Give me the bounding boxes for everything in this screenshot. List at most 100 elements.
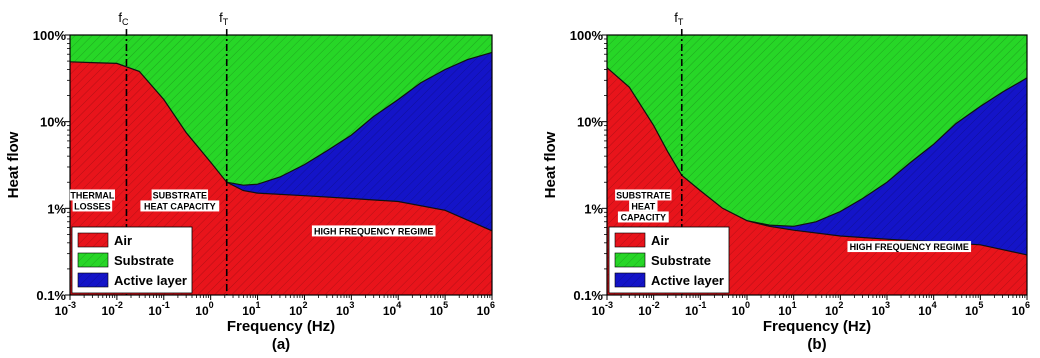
annotation-line: HEAT CAPACITY: [144, 201, 216, 211]
x-tick-base: 10: [778, 304, 792, 318]
annotation-line: SUBSTRATE: [616, 190, 670, 200]
y-tick-label: 100%: [33, 28, 67, 43]
x-tick-base: 10: [685, 304, 699, 318]
annotation-line: SUBSTRATE: [153, 190, 207, 200]
x-tick-base: 10: [592, 304, 606, 318]
marker-base: f: [118, 10, 122, 25]
air-boundary-line: [606, 67, 1028, 256]
x-tick-base: 10: [638, 304, 652, 318]
x-tick-label: 10 -3: [592, 300, 613, 318]
x-tick-exponent: -3: [68, 300, 76, 310]
y-tick-label: 0.1%: [36, 288, 66, 303]
x-tick-base: 10: [55, 304, 69, 318]
x-tick-exponent: 4: [396, 300, 401, 310]
x-tick-exponent: 0: [209, 300, 214, 310]
chart-panel-b: 0.1%1%10%100%10 -3 10 -2 10 -1 10 0 10 1 10 2 10 3 10 4…: [542, 10, 1030, 353]
active-layer-hatch: [226, 52, 492, 231]
region-annotation: HIGH FREQUENCY REGIME: [311, 225, 436, 237]
legend-swatch-hatch: [615, 233, 645, 247]
annotation-line: THERMAL: [70, 190, 114, 200]
x-tick-label: 10 1: [778, 300, 796, 318]
panel-label: (b): [807, 336, 826, 353]
x-tick-base: 10: [732, 304, 746, 318]
x-tick-label: 10 -3: [55, 300, 76, 318]
legend-entry: Active layer: [651, 273, 724, 288]
y-tick-label: 1%: [584, 201, 603, 216]
x-tick-base: 10: [430, 304, 444, 318]
chart-panel-a: 0.1%1%10%100%10 -3 10 -2 10 -1 10 0 10 1 10 2 10 3 10 4…: [5, 10, 495, 353]
annotation-bg: [151, 189, 209, 201]
x-tick-exponent: 1: [256, 300, 261, 310]
legend: Air Substrate Active layer: [608, 226, 730, 294]
annotation-bg: [69, 189, 115, 201]
legend-swatch-hatch: [78, 253, 108, 267]
x-tick-base: 10: [1012, 304, 1026, 318]
x-tick-label: 10 6: [1012, 300, 1030, 318]
plot-frame: [69, 34, 493, 296]
annotation-bg: [847, 241, 972, 253]
y-tick-label: 1%: [47, 201, 66, 216]
marker-label: fT: [674, 10, 684, 27]
x-tick-exponent: 6: [1025, 300, 1030, 310]
x-tick-base: 10: [918, 304, 932, 318]
x-tick-exponent: -3: [605, 300, 613, 310]
x-tick-label: 10 -2: [638, 300, 659, 318]
plot-frame: [606, 34, 1028, 296]
y-tick-label: 10%: [577, 115, 603, 130]
y-axis-title: Heat flow: [542, 131, 559, 198]
x-tick-label: 10 5: [965, 300, 983, 318]
x-tick-label: 10 0: [732, 300, 750, 318]
x-tick-exponent: -1: [162, 300, 170, 310]
legend-swatch-hatch: [615, 253, 645, 267]
x-tick-label: 10 4: [383, 300, 401, 318]
x-tick-label: 10 -1: [148, 300, 169, 318]
x-tick-exponent: 5: [978, 300, 983, 310]
x-tick-label: 10 -2: [102, 300, 123, 318]
annotation-bg: [617, 211, 669, 223]
annotation-bg: [72, 200, 113, 212]
x-tick-base: 10: [102, 304, 116, 318]
x-tick-label: 10 4: [918, 300, 936, 318]
annotation-line: LOSSES: [74, 201, 111, 211]
legend-entry: Air: [651, 233, 669, 248]
x-axis-title: Frequency (Hz): [227, 318, 335, 335]
x-tick-exponent: -2: [652, 300, 660, 310]
marker-base: f: [219, 10, 223, 25]
x-tick-base: 10: [242, 304, 256, 318]
x-axis-title: Frequency (Hz): [763, 318, 871, 335]
x-tick-exponent: 4: [932, 300, 937, 310]
legend-entry: Active layer: [114, 273, 187, 288]
legend-entry: Air: [114, 233, 132, 248]
marker-label: fC: [118, 10, 129, 27]
x-tick-label: 10 3: [872, 300, 890, 318]
annotation-bg: [311, 225, 436, 237]
y-tick-label: 0.1%: [573, 288, 603, 303]
legend-swatch-hatch: [78, 273, 108, 287]
y-tick-label: 100%: [570, 28, 604, 43]
x-tick-label: 10 2: [825, 300, 843, 318]
legend-entry: Substrate: [114, 253, 174, 268]
x-tick-base: 10: [825, 304, 839, 318]
x-tick-base: 10: [148, 304, 162, 318]
x-tick-exponent: 6: [490, 300, 495, 310]
active-layer-hatch: [747, 77, 1027, 255]
marker-label: fT: [219, 10, 229, 27]
marker-subscript: T: [678, 17, 684, 27]
marker-subscript: T: [223, 17, 229, 27]
x-tick-exponent: 5: [443, 300, 448, 310]
annotation-line: HIGH FREQUENCY REGIME: [850, 242, 969, 252]
legend-entry: Substrate: [651, 253, 711, 268]
annotation-line: HEAT: [631, 201, 655, 211]
active-layer-boundary-line: [226, 51, 493, 186]
x-tick-exponent: 0: [745, 300, 750, 310]
x-tick-label: 10 2: [289, 300, 307, 318]
y-tick-label: 10%: [40, 115, 66, 130]
x-tick-exponent: 1: [792, 300, 797, 310]
x-tick-base: 10: [383, 304, 397, 318]
legend-swatch-hatch: [78, 233, 108, 247]
x-tick-label: 10 6: [477, 300, 495, 318]
